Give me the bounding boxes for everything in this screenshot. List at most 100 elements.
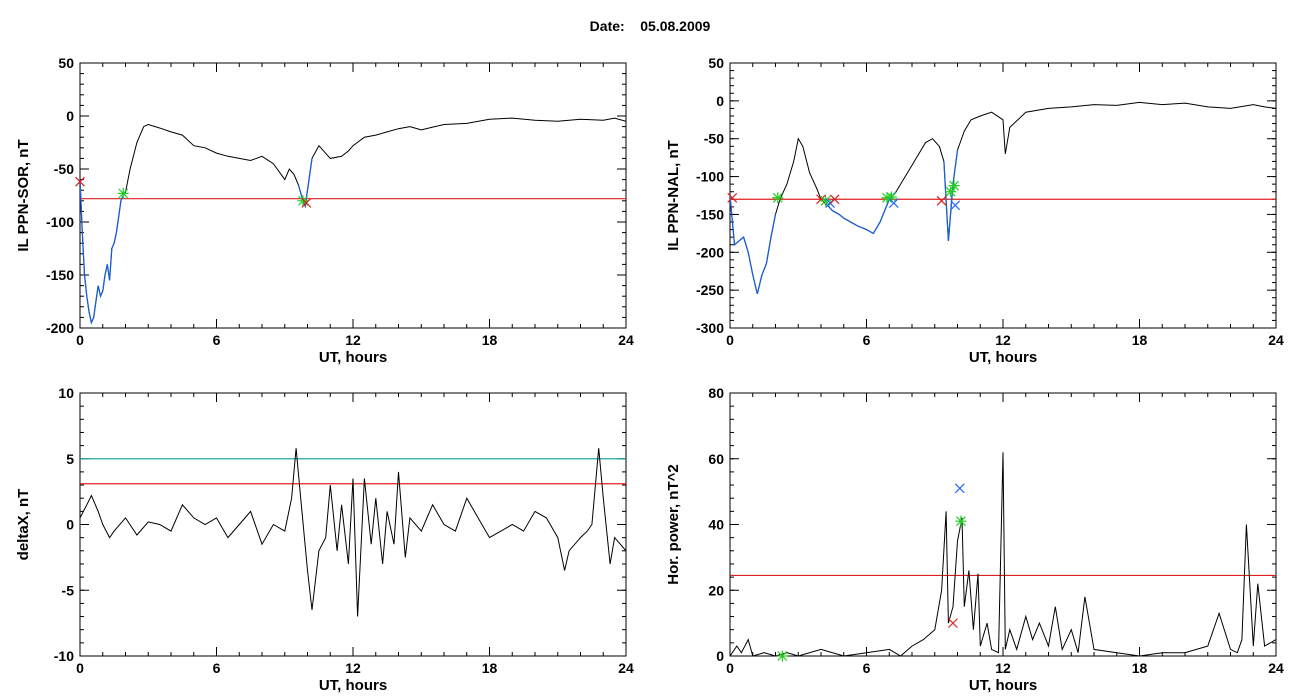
hor-power-marker-start xyxy=(955,515,967,527)
deltax-ytick-label: 0 xyxy=(66,517,74,533)
marker-stroke xyxy=(75,176,85,187)
ppn-nal-ylabel: IL PPN-NAL, nT xyxy=(665,140,682,251)
hor-power-chart: 0 6 12 18 24 0 20 40 60 80 UT, hours Hor. power, nT… xyxy=(665,385,1284,694)
ppn-nal-chart: 0 6 12 18 24 -300 -250 -200 -150 -100 -50 0 50 UT, ho… xyxy=(665,55,1284,366)
ppn-nal-xtick-label: 18 xyxy=(1132,332,1148,348)
marker-stroke xyxy=(954,483,965,494)
ppn-nal-xtick-label: 0 xyxy=(726,332,734,348)
marker-stroke xyxy=(950,200,961,211)
ppn-sor-xtick-label: 18 xyxy=(482,332,498,348)
ppn-nal-ytick-label: 0 xyxy=(716,93,724,109)
deltax-xlabel: UT, hours xyxy=(319,677,387,694)
ppn-nal-marker-start xyxy=(886,191,898,203)
ppn-nal-ytick-label: -100 xyxy=(696,169,724,185)
ppn-sor-xtick-label: 24 xyxy=(618,332,634,348)
ppn-sor-marker-start xyxy=(297,195,309,207)
marker-stroke xyxy=(727,192,738,203)
hor-power-ytick-label: 80 xyxy=(708,385,724,401)
ppn-nal-marker-start xyxy=(772,192,784,204)
deltax-xtick-label: 18 xyxy=(482,660,498,676)
ppn-sor-xlabel: UT, hours xyxy=(319,349,387,366)
deltax-ytick-label: -10 xyxy=(54,648,74,664)
ppn-nal-ytick-label: -200 xyxy=(696,244,724,260)
ppn-nal-ytick-label: -150 xyxy=(696,206,724,222)
marker-stroke xyxy=(936,195,947,206)
ppn-sor-ylabel: IL PPN-SOR, nT xyxy=(15,139,32,251)
hor-power-marker-peak xyxy=(954,483,965,494)
deltax-xtick-label: 24 xyxy=(618,660,634,676)
ppn-nal-ytick-label: -50 xyxy=(704,131,724,147)
ppn-nal-marker-end xyxy=(936,195,947,206)
hor-power-xtick-label: 6 xyxy=(863,660,871,676)
hor-power-xtick-label: 18 xyxy=(1132,660,1148,676)
ppn-sor-marker-end xyxy=(75,176,85,187)
ppn-nal-marker-start xyxy=(948,180,960,192)
ppn-sor-marker-start xyxy=(117,187,129,199)
ppn-nal-marker-end xyxy=(727,192,738,203)
ppn-nal-ytick-label: 50 xyxy=(708,55,724,71)
hor-power-frame xyxy=(729,392,1277,657)
ppn-nal-highlight-segment xyxy=(943,150,959,241)
hor-power-marker-end xyxy=(948,618,958,629)
ppn-sor-highlight-segment xyxy=(80,179,127,325)
date-label: Date: xyxy=(589,18,625,34)
ppn-sor-series-line xyxy=(80,117,626,325)
hor-power-xtick-label: 12 xyxy=(995,660,1011,676)
ppn-nal-xtick-label: 6 xyxy=(863,332,871,348)
deltax-xtick-label: 0 xyxy=(76,660,84,676)
ppn-sor-frame xyxy=(79,62,627,329)
marker-stroke xyxy=(948,618,958,629)
ppn-sor-ytick-label: -200 xyxy=(46,320,74,336)
ppn-nal-xtick-label: 24 xyxy=(1268,332,1284,348)
ppn-nal-marker-end xyxy=(829,194,840,205)
ppn-nal-marker-start xyxy=(820,195,832,207)
hor-power-ylabel: Hor. power, nT^2 xyxy=(665,464,682,584)
hor-power-series-line xyxy=(730,452,1276,656)
ppn-nal-frame xyxy=(729,62,1277,329)
ppn-nal-ytick-label: -250 xyxy=(696,282,724,298)
deltax-series-line xyxy=(80,448,626,617)
deltax-ytick-label: -5 xyxy=(62,582,75,598)
deltax-chart: 0 6 12 18 24 -10 -5 0 5 10 UT, hours deltaX, nT xyxy=(15,385,634,694)
ppn-sor-xtick-label: 12 xyxy=(345,332,361,348)
ppn-sor-xtick-label: 0 xyxy=(76,332,84,348)
marker-stroke xyxy=(829,194,840,205)
deltax-ylabel: deltaX, nT xyxy=(15,489,32,561)
hor-power-ytick-label: 40 xyxy=(708,517,724,533)
marker-stroke xyxy=(816,194,826,205)
page-title: Date: 05.08.2009 xyxy=(0,18,1300,34)
ppn-sor-ytick-label: -150 xyxy=(46,267,74,283)
ppn-nal-ytick-label: -300 xyxy=(696,320,724,336)
hor-power-marker-start xyxy=(776,650,788,662)
ppn-sor-ytick-label: -50 xyxy=(54,161,74,177)
ppn-sor-xtick-label: 6 xyxy=(213,332,221,348)
marker-stroke xyxy=(301,197,312,208)
ppn-nal-marker-peak xyxy=(950,200,961,211)
ppn-sor-chart: 0 6 12 18 24 -200 -150 -100 -50 0 50 UT, hours IL PP… xyxy=(15,55,634,366)
ppn-nal-xtick-label: 12 xyxy=(995,332,1011,348)
deltax-ytick-label: 5 xyxy=(66,451,74,467)
deltax-xtick-label: 12 xyxy=(345,660,361,676)
ppn-nal-series-line xyxy=(730,101,1276,295)
ppn-sor-ytick-label: 0 xyxy=(66,108,74,124)
date-value: 05.08.2009 xyxy=(640,18,711,34)
deltax-ytick-label: 10 xyxy=(58,385,74,401)
ppn-sor-marker-end xyxy=(301,197,312,208)
ppn-nal-highlight-segment xyxy=(820,191,897,235)
ppn-sor-ytick-label: 50 xyxy=(58,55,74,71)
hor-power-ytick-label: 20 xyxy=(708,582,724,598)
hor-power-xtick-label: 24 xyxy=(1268,660,1284,676)
deltax-xtick-label: 6 xyxy=(213,660,221,676)
ppn-nal-xlabel: UT, hours xyxy=(969,349,1037,366)
deltax-frame xyxy=(79,392,627,657)
hor-power-ytick-label: 60 xyxy=(708,451,724,467)
ppn-nal-marker-peak xyxy=(888,198,899,208)
marker-stroke xyxy=(888,198,899,208)
hor-power-xtick-label: 0 xyxy=(726,660,734,676)
hor-power-ytick-label: 0 xyxy=(716,648,724,664)
hor-power-xlabel: UT, hours xyxy=(969,677,1037,694)
ppn-nal-highlight-segment xyxy=(730,195,777,295)
ppn-sor-highlight-segment xyxy=(297,158,313,209)
ppn-sor-ytick-label: -100 xyxy=(46,214,74,230)
